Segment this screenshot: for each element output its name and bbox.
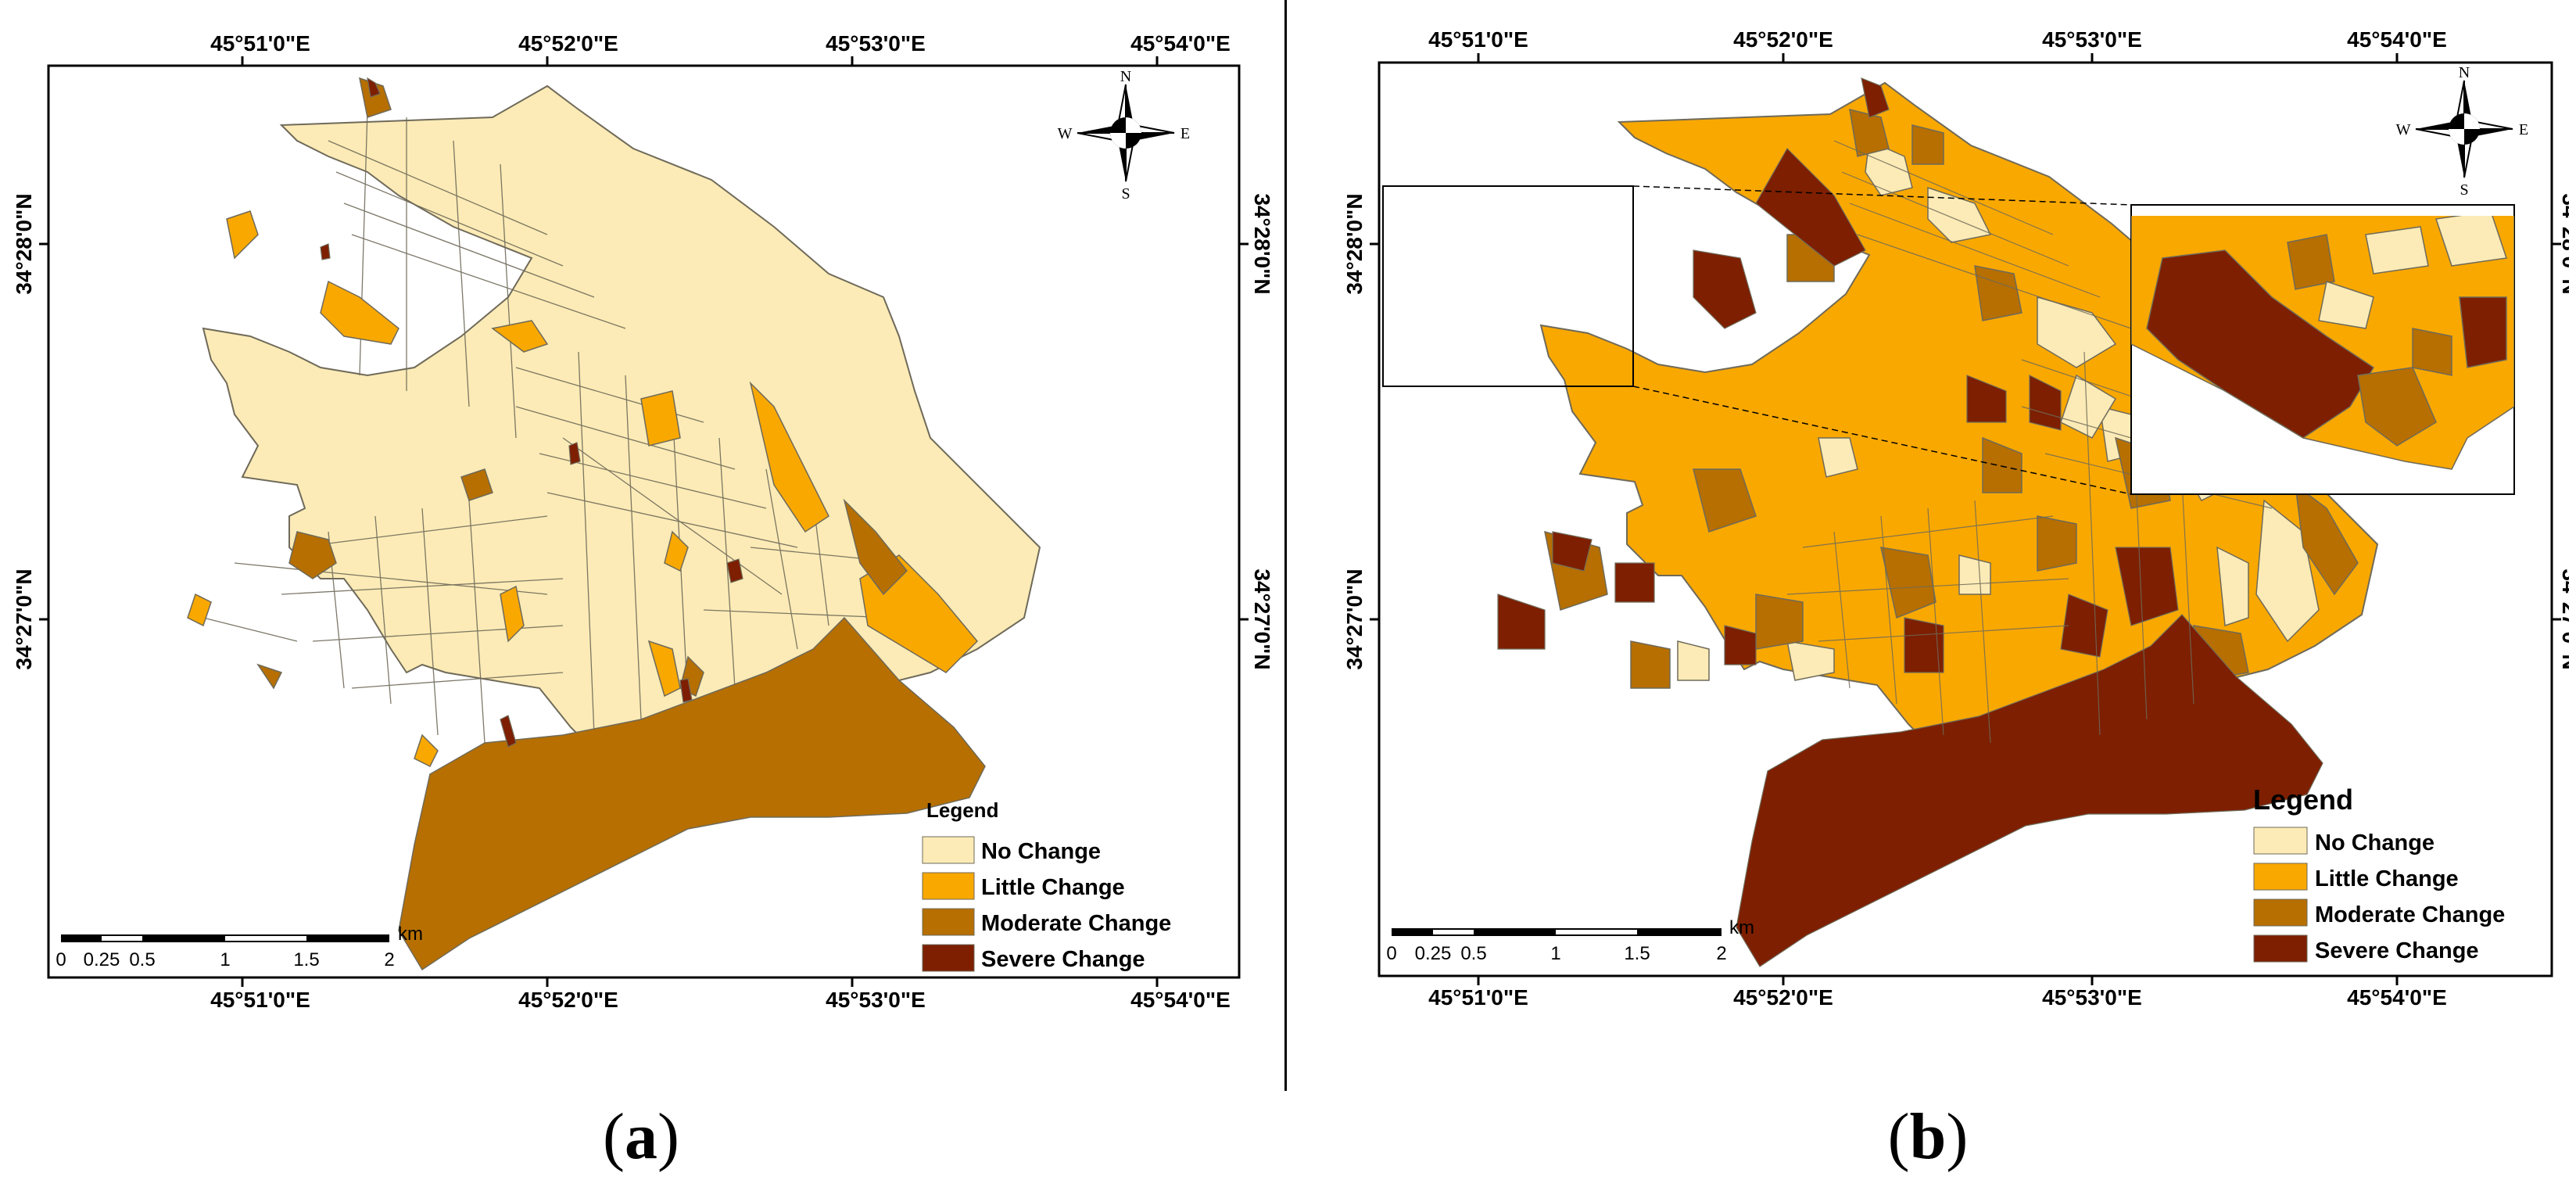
legend-a: Legend No Change Little Change Moderate … [922, 798, 1171, 972]
legend-swatch-severe-change [922, 944, 975, 972]
svg-text:E: E [2519, 121, 2528, 138]
svg-text:W: W [1058, 125, 1073, 142]
svg-text:W: W [2396, 121, 2411, 138]
top-lon-1: 45°51'0"E [210, 31, 310, 56]
map-b-svg: 45°51'0"E 45°52'0"E 45°53'0"E 45°54'0"E … [1342, 27, 2569, 1010]
north-arrow-icon: N S E W [1058, 68, 1191, 203]
svg-text:0.5: 0.5 [129, 949, 155, 970]
svg-text:0: 0 [56, 949, 66, 970]
inset-source-box [1382, 185, 1634, 387]
svg-text:N: N [1120, 68, 1131, 85]
svg-text:2: 2 [384, 949, 394, 970]
coords-b: 45°51'0"E 45°52'0"E 45°53'0"E 45°54'0"E … [1342, 27, 2569, 1010]
legend-label-little-change: Little Change [981, 875, 1125, 900]
bottom-lon-1: 45°51'0"E [1428, 985, 1528, 1010]
panel-divider [1284, 0, 1287, 1091]
legend-swatch-severe-change [2253, 934, 2308, 963]
right-lat-1: 34°28'0"N [2558, 193, 2569, 294]
legend-swatch-little-change [922, 872, 975, 900]
scale-bar-icon: 0 0.25 0.5 1 1.5 2 km [56, 924, 423, 970]
north-arrow-icon: N S E W [2396, 64, 2529, 199]
top-lon-4: 45°54'0"E [2347, 27, 2447, 52]
left-lat-1: 34°28'0"N [12, 193, 36, 294]
caption-b: (b) [1887, 1100, 1969, 1173]
legend-label-severe-change: Severe Change [981, 947, 1145, 972]
top-lon-2: 45°52'0"E [518, 31, 618, 56]
svg-text:0.25: 0.25 [84, 949, 120, 970]
legend-b: Legend No Change Little Change Moderate … [2253, 784, 2505, 963]
map-a-content [187, 77, 1041, 971]
right-lat-2: 34°27'0"N [2558, 569, 2569, 669]
svg-text:2: 2 [1716, 943, 1726, 964]
top-lon-1: 45°51'0"E [1428, 27, 1528, 52]
legend-swatch-no-change [2253, 827, 2308, 855]
svg-text:S: S [1121, 185, 1130, 203]
top-lon-4: 45°54'0"E [1130, 31, 1231, 56]
bottom-lon-2: 45°52'0"E [518, 988, 618, 1012]
svg-text:1.5: 1.5 [1624, 943, 1650, 964]
svg-text:S: S [2460, 181, 2468, 199]
frame-ticks [39, 56, 1249, 987]
severe-change-patches [320, 77, 743, 748]
legend-swatch-moderate-change [922, 908, 975, 936]
left-lat-2: 34°27'0"N [1342, 569, 1367, 669]
bottom-lon-4: 45°54'0"E [2347, 985, 2447, 1010]
map-panel-a: 45°51'0"E 45°52'0"E 45°53'0"E 45°54'0"E … [0, 0, 1282, 1198]
right-lat-1: 34°28'0"N [1250, 193, 1274, 294]
svg-text:1: 1 [220, 949, 230, 970]
legend-swatch-little-change [2253, 863, 2308, 891]
caption-a: (a) [603, 1100, 679, 1173]
district-no-change [202, 84, 1041, 751]
svg-text:0.25: 0.25 [1415, 943, 1452, 964]
svg-text:0: 0 [1386, 943, 1396, 964]
svg-text:km: km [398, 924, 423, 945]
legend-swatch-no-change [922, 836, 975, 864]
legend-label-moderate-change: Moderate Change [981, 911, 1171, 936]
coords-a: 45°51'0"E 45°52'0"E 45°53'0"E 45°54'0"E … [12, 31, 1274, 1012]
svg-text:1.5: 1.5 [293, 949, 319, 970]
bottom-lon-2: 45°52'0"E [1733, 985, 1833, 1010]
svg-text:0.5: 0.5 [1460, 943, 1486, 964]
svg-text:N: N [2459, 64, 2470, 81]
svg-text:1: 1 [1550, 943, 1560, 964]
left-lat-1: 34°28'0"N [1342, 193, 1367, 294]
legend-title: Legend [926, 798, 998, 822]
legend-label-little-change: Little Change [2315, 866, 2459, 891]
scale-labels: 0 0.25 0.5 1 1.5 2 km [1386, 917, 1754, 964]
scale-bar-icon: 0 0.25 0.5 1 1.5 2 km [1386, 917, 1754, 964]
map-panel-b: 45°51'0"E 45°52'0"E 45°53'0"E 45°54'0"E … [1287, 0, 2569, 1198]
svg-text:E: E [1181, 125, 1190, 142]
inset-connector-bottom [1632, 386, 2132, 495]
left-lat-2: 34°27'0"N [12, 569, 36, 669]
bottom-lon-3: 45°53'0"E [826, 988, 926, 1012]
inset-connector-top [1632, 185, 2132, 206]
legend-title: Legend [2253, 784, 2353, 816]
svg-text:km: km [1729, 917, 1754, 938]
legend-label-no-change: No Change [981, 839, 1101, 864]
bottom-lon-4: 45°54'0"E [1130, 988, 1231, 1012]
legend-label-moderate-change: Moderate Change [2315, 902, 2505, 927]
bottom-lon-1: 45°51'0"E [210, 988, 310, 1012]
bottom-lon-3: 45°53'0"E [2042, 985, 2142, 1010]
parcel-lines [202, 109, 908, 744]
map-b-content [1497, 77, 2379, 967]
legend-label-no-change: No Change [2315, 830, 2434, 855]
top-lon-2: 45°52'0"E [1733, 27, 1833, 52]
top-lon-3: 45°53'0"E [2042, 27, 2142, 52]
right-lat-2: 34°27'0"N [1250, 569, 1274, 669]
legend-swatch-moderate-change [2253, 898, 2308, 927]
inset-zoom [2130, 204, 2515, 495]
frame-ticks [1370, 53, 2561, 985]
scale-labels: 0 0.25 0.5 1 1.5 2 km [56, 924, 423, 970]
top-lon-3: 45°53'0"E [826, 31, 926, 56]
legend-label-severe-change: Severe Change [2315, 938, 2479, 963]
map-a-svg: 45°51'0"E 45°52'0"E 45°53'0"E 45°54'0"E … [12, 31, 1274, 1012]
